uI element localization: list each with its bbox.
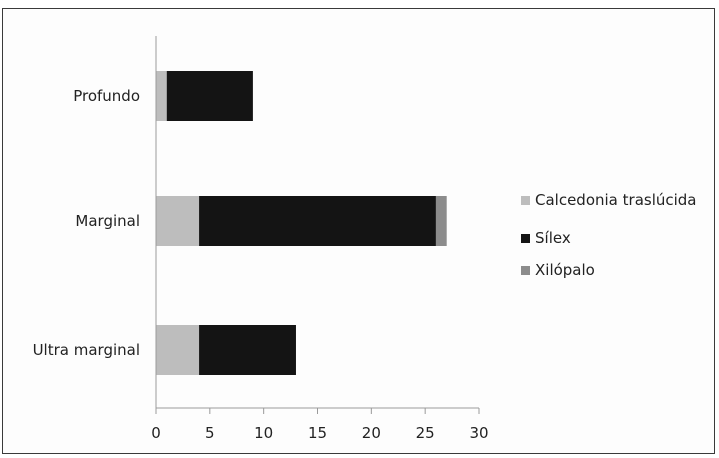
x-tick-label: 30 — [469, 424, 488, 442]
x-tick-label: 15 — [308, 424, 327, 442]
legend-swatch — [521, 234, 530, 243]
x-tick-label: 10 — [254, 424, 273, 442]
x-tick-label: 0 — [151, 424, 161, 442]
x-tick-label: 5 — [205, 424, 215, 442]
bar-1-2 — [156, 196, 200, 246]
legend-label: Sílex — [535, 229, 571, 247]
bars-layer — [156, 71, 447, 375]
x-tick-label: 20 — [362, 424, 381, 442]
bar-2-2 — [199, 196, 436, 246]
bar-2-1 — [166, 71, 253, 121]
bar-1-3 — [156, 325, 200, 375]
legend-label: Calcedonia traslúcida — [535, 191, 697, 209]
bar-3-2 — [435, 196, 447, 246]
bar-2-3 — [199, 325, 296, 375]
category-label: Ultra marginal — [33, 341, 140, 359]
legend-label: Xilópalo — [535, 261, 595, 279]
legend: Calcedonia traslúcida Sílex Xilópalo — [521, 191, 697, 279]
category-label: Marginal — [75, 212, 140, 230]
x-tick-label: 25 — [416, 424, 435, 442]
bar-1-1 — [156, 71, 167, 121]
legend-swatch — [521, 266, 530, 275]
legend-swatch — [521, 196, 530, 205]
axes-layer: Profundo Marginal Ultra marginal 0 5 10 15 20 25… — [33, 36, 489, 442]
category-label: Profundo — [73, 87, 140, 105]
